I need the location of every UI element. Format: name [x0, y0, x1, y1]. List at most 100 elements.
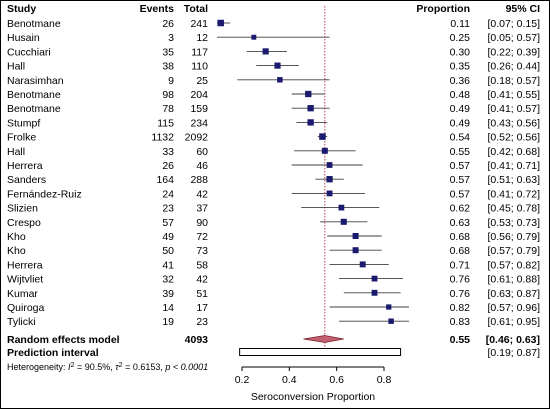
study-proportion: 0.49 — [450, 103, 471, 115]
study-proportion: 0.25 — [450, 32, 471, 44]
study-events: 78 — [162, 103, 174, 115]
study-name: Herrera — [7, 160, 43, 172]
study-proportion: 0.57 — [450, 188, 471, 200]
effect-square — [319, 133, 326, 140]
study-total: 73 — [196, 245, 208, 257]
study-ci: [0.05; 0.57] — [487, 32, 540, 44]
study-name: Cucchiari — [7, 46, 51, 58]
study-total: 51 — [196, 288, 208, 300]
study-total: 42 — [196, 274, 208, 286]
study-proportion: 0.35 — [450, 61, 471, 73]
study-proportion: 0.83 — [450, 316, 471, 328]
study-ci: [0.51; 0.63] — [487, 174, 540, 186]
effect-square — [386, 304, 392, 310]
study-name: Slizien — [7, 203, 38, 215]
study-name: Kho — [7, 245, 26, 257]
study-total: 204 — [190, 89, 208, 101]
study-proportion: 0.68 — [450, 231, 471, 243]
study-proportion: 0.30 — [450, 46, 471, 58]
study-name: Crespo — [7, 217, 41, 229]
x-tick-label: 0.6 — [329, 374, 344, 386]
study-ci: [0.61; 0.88] — [487, 274, 540, 286]
study-name: Sanders — [7, 174, 46, 186]
study-total: 110 — [191, 61, 208, 73]
random-effects-diamond — [303, 335, 344, 343]
study-events: 24 — [162, 188, 174, 200]
study-name: Hall — [7, 146, 25, 158]
study-total: 288 — [190, 174, 208, 186]
study-total: 60 — [196, 146, 208, 158]
study-name: Hall — [7, 61, 25, 73]
effect-square — [274, 62, 281, 69]
study-name: Stumpf — [7, 117, 40, 129]
header-ci: 95% CI — [506, 3, 541, 15]
study-total: 234 — [190, 117, 208, 129]
study-events: 164 — [156, 174, 174, 186]
study-total: 159 — [190, 103, 208, 115]
effect-square — [371, 289, 378, 296]
study-ci: [0.26; 0.44] — [487, 61, 540, 73]
study-ci: [0.45; 0.78] — [487, 203, 540, 215]
study-total: 2092 — [185, 132, 209, 144]
effect-square — [326, 190, 333, 197]
study-name: Benotmane — [7, 89, 61, 101]
study-ci: [0.43; 0.56] — [487, 117, 540, 129]
study-events: 3 — [168, 32, 174, 44]
study-proportion: 0.57 — [450, 160, 471, 172]
study-events: 38 — [162, 61, 174, 73]
study-total: 12 — [196, 32, 208, 44]
study-proportion: 0.82 — [450, 302, 471, 314]
study-name: Herrera — [7, 259, 43, 271]
random-effects-ci: [0.46; 0.63] — [486, 334, 540, 346]
study-proportion: 0.49 — [450, 117, 471, 129]
study-events: 1132 — [151, 132, 174, 144]
effect-square — [277, 77, 283, 83]
study-total: 46 — [196, 160, 208, 172]
study-ci: [0.41; 0.71] — [487, 160, 540, 172]
study-proportion: 0.76 — [450, 274, 471, 286]
study-ci: [0.52; 0.56] — [487, 132, 540, 144]
random-effects-proportion: 0.55 — [450, 334, 471, 346]
study-ci: [0.61; 0.95] — [487, 316, 540, 328]
study-total: 17 — [196, 302, 208, 314]
x-tick-label: 0.2 — [235, 374, 250, 386]
study-proportion: 0.11 — [450, 18, 470, 30]
header-total: Total — [184, 3, 208, 15]
study-ci: [0.42; 0.68] — [487, 146, 540, 158]
study-proportion: 0.71 — [450, 259, 471, 271]
x-tick-label: 0.8 — [377, 374, 392, 386]
study-name: Quiroga — [7, 302, 45, 314]
heterogeneity-text: Heterogeneity: I2 = 90.5%, τ2 = 0.6153, … — [7, 362, 208, 372]
study-events: 26 — [162, 18, 174, 30]
effect-square — [371, 275, 378, 282]
study-name: Wijtvliet — [7, 274, 43, 286]
study-total: 72 — [196, 231, 208, 243]
effect-square — [388, 318, 394, 324]
study-events: 57 — [162, 217, 174, 229]
study-ci: [0.22; 0.39] — [487, 46, 540, 58]
random-effects-label: Random effects model — [7, 334, 120, 346]
effect-square — [251, 34, 257, 40]
study-ci: [0.57; 0.82] — [487, 259, 540, 271]
random-effects-total: 4093 — [185, 334, 209, 346]
study-ci: [0.63; 0.87] — [487, 288, 540, 300]
header-proportion: Proportion — [416, 3, 470, 15]
study-ci: [0.41; 0.57] — [487, 103, 540, 115]
plot-marks: 0.2 0.4 0.6 0.8 — [217, 6, 409, 386]
study-proportion: 0.55 — [450, 146, 471, 158]
prediction-interval-label: Prediction interval — [7, 347, 99, 359]
header-events: Events — [140, 3, 175, 15]
effect-square — [326, 162, 333, 168]
x-tick-label: 0.4 — [282, 374, 297, 386]
study-total: 241 — [190, 18, 208, 30]
effect-square — [338, 204, 345, 211]
study-events: 115 — [157, 117, 174, 129]
study-events: 9 — [168, 75, 174, 87]
study-name: Tylicki — [7, 316, 36, 328]
study-total: 58 — [196, 259, 208, 271]
study-ci: [0.07; 0.15] — [487, 18, 540, 30]
study-name: Kumar — [7, 288, 38, 300]
study-ci: [0.57; 0.96] — [487, 302, 540, 314]
study-total: 90 — [196, 217, 208, 229]
